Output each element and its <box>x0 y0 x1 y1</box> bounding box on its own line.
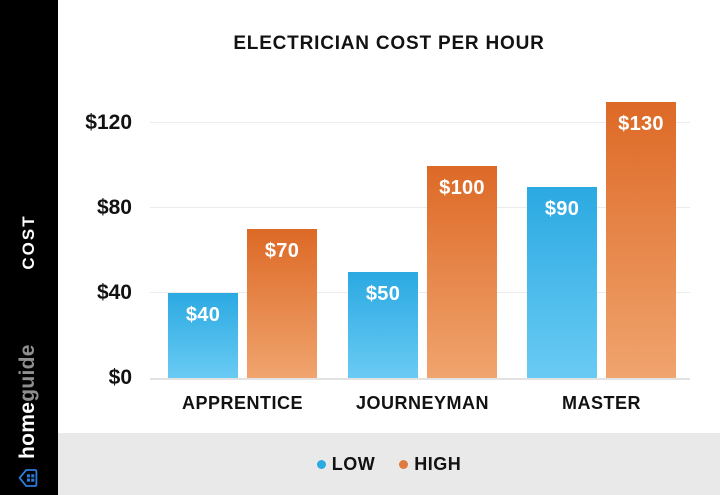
bar-low-master: $90 <box>527 187 597 378</box>
legend-item-low: LOW <box>316 453 376 475</box>
legend-row: LOW HIGH <box>316 453 462 475</box>
chart-panel: ELECTRICIAN COST PER HOUR $40 $70 APPRENTI… <box>58 0 720 433</box>
bar-high-journeyman: $100 <box>427 166 497 378</box>
y-tick-label: $40 <box>96 281 132 305</box>
y-tick-label: $0 <box>108 366 132 389</box>
bar-value-label: $130 <box>618 113 664 135</box>
plot-area: $40 $70 APPRENTICE $50 $100 JOURNEYMAN $90 $130… <box>150 102 690 413</box>
bar-high-master: $130 <box>606 102 676 378</box>
category-label-journeyman: JOURNEYMAN <box>355 393 489 413</box>
house-icon <box>16 466 40 490</box>
chart-title: ELECTRICIAN COST PER HOUR <box>233 33 545 54</box>
gridline <box>150 207 690 209</box>
category-label-master: MASTER <box>562 393 641 413</box>
gridline <box>150 122 690 124</box>
bar-high-apprentice: $70 <box>247 229 317 378</box>
legend-dot-high <box>399 459 409 469</box>
legend: LOW HIGH <box>58 433 720 495</box>
brand-name: homeguide <box>16 344 40 459</box>
sidebar: COST homeguide <box>0 0 58 495</box>
homeguide-logo: homeguide <box>14 330 42 490</box>
legend-item-high: HIGH <box>399 454 461 475</box>
bar-value-label: $40 <box>185 304 221 326</box>
bar-value-label: $70 <box>264 240 300 262</box>
bar-value-label: $90 <box>544 198 580 220</box>
bar-low-apprentice: $40 <box>168 293 238 378</box>
y-tick-label: $80 <box>96 196 132 220</box>
bar-value-label: $100 <box>439 177 485 199</box>
legend-label: LOW <box>331 453 376 474</box>
y-tick-label: $120 <box>85 111 132 135</box>
brand-name-bold: home <box>16 401 39 459</box>
legend-dot-low <box>316 459 326 469</box>
cost-axis-label: COST <box>19 214 38 270</box>
category-label-apprentice: APPRENTICE <box>181 393 303 413</box>
bar-value-label: $50 <box>365 283 401 305</box>
gridline <box>150 292 690 294</box>
legend-label: HIGH <box>414 453 462 474</box>
brand-name-light: guide <box>16 344 39 402</box>
bar-low-journeyman: $50 <box>348 272 418 378</box>
